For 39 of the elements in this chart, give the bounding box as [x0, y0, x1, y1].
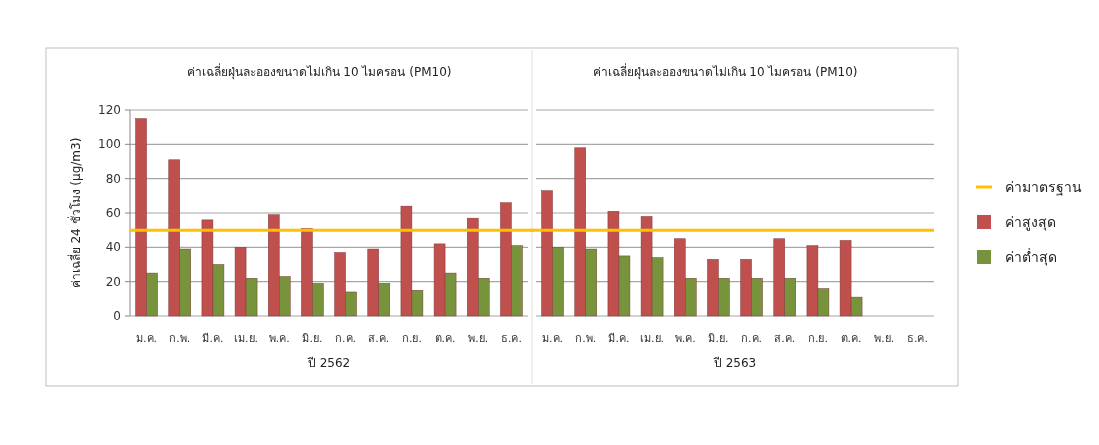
legend-label: ค่ามาตรฐาน — [1005, 179, 1082, 196]
x-axis-title: ปี 2562 — [306, 356, 351, 370]
x-tick-label: ม.ค. — [542, 332, 564, 345]
x-tick-label: ม.ค. — [136, 332, 158, 345]
y-tick-label: 100 — [98, 137, 121, 152]
y-tick-label: 0 — [113, 309, 121, 323]
x-tick-label: พ.ค. — [268, 332, 290, 345]
x-tick-label: มี.ค. — [608, 332, 630, 345]
x-tick-label: ต.ค. — [840, 332, 862, 345]
x-tick-label: ธ.ค. — [906, 332, 928, 345]
legend-label: ค่าสูงสุด — [1005, 214, 1056, 231]
x-tick-label: พ.ย. — [874, 332, 895, 345]
y-tick-label: 20 — [105, 274, 121, 289]
legend-label: ค่าต่ำสุด — [1005, 248, 1057, 266]
x-tick-label: ส.ค. — [774, 332, 796, 345]
x-tick-label: มี.ค. — [202, 332, 224, 345]
x-tick-label: มิ.ย. — [302, 332, 323, 345]
chart-title: ค่าเฉลี่ยฝุ่นละอองขนาดไม่เกิน 10 ไมครอน (PM10) — [592, 63, 858, 80]
x-tick-label: ก.ค. — [335, 332, 357, 345]
y-tick-label: 120 — [98, 103, 121, 117]
x-axis-title: ปี 2563 — [712, 356, 757, 370]
x-tick-label: ก.ค. — [741, 332, 763, 345]
y-axis-title: ค่าเฉลี่ย 24 ชั่วโมง (µg/m3) — [67, 137, 83, 289]
y-tick-label: 60 — [105, 206, 121, 220]
x-tick-label: ก.ย. — [401, 332, 422, 345]
x-tick-label: ก.พ. — [169, 332, 191, 345]
x-tick-label: ต.ค. — [434, 332, 456, 345]
chart-title: ค่าเฉลี่ยฝุ่นละอองขนาดไม่เกิน 10 ไมครอน (PM10) — [186, 63, 452, 80]
x-tick-label: มิ.ย. — [708, 332, 729, 345]
x-tick-label: ส.ค. — [368, 332, 390, 345]
x-tick-label: ธ.ค. — [500, 332, 522, 345]
x-tick-label: เม.ย. — [234, 332, 259, 345]
x-tick-label: ก.พ. — [575, 332, 597, 345]
y-tick-label: 80 — [105, 171, 121, 186]
x-tick-label: เม.ย. — [640, 332, 665, 345]
x-tick-label: ก.ย. — [807, 332, 828, 345]
x-tick-label: พ.ค. — [674, 332, 696, 345]
x-tick-label: พ.ย. — [468, 332, 489, 345]
y-tick-label: 40 — [105, 240, 121, 255]
